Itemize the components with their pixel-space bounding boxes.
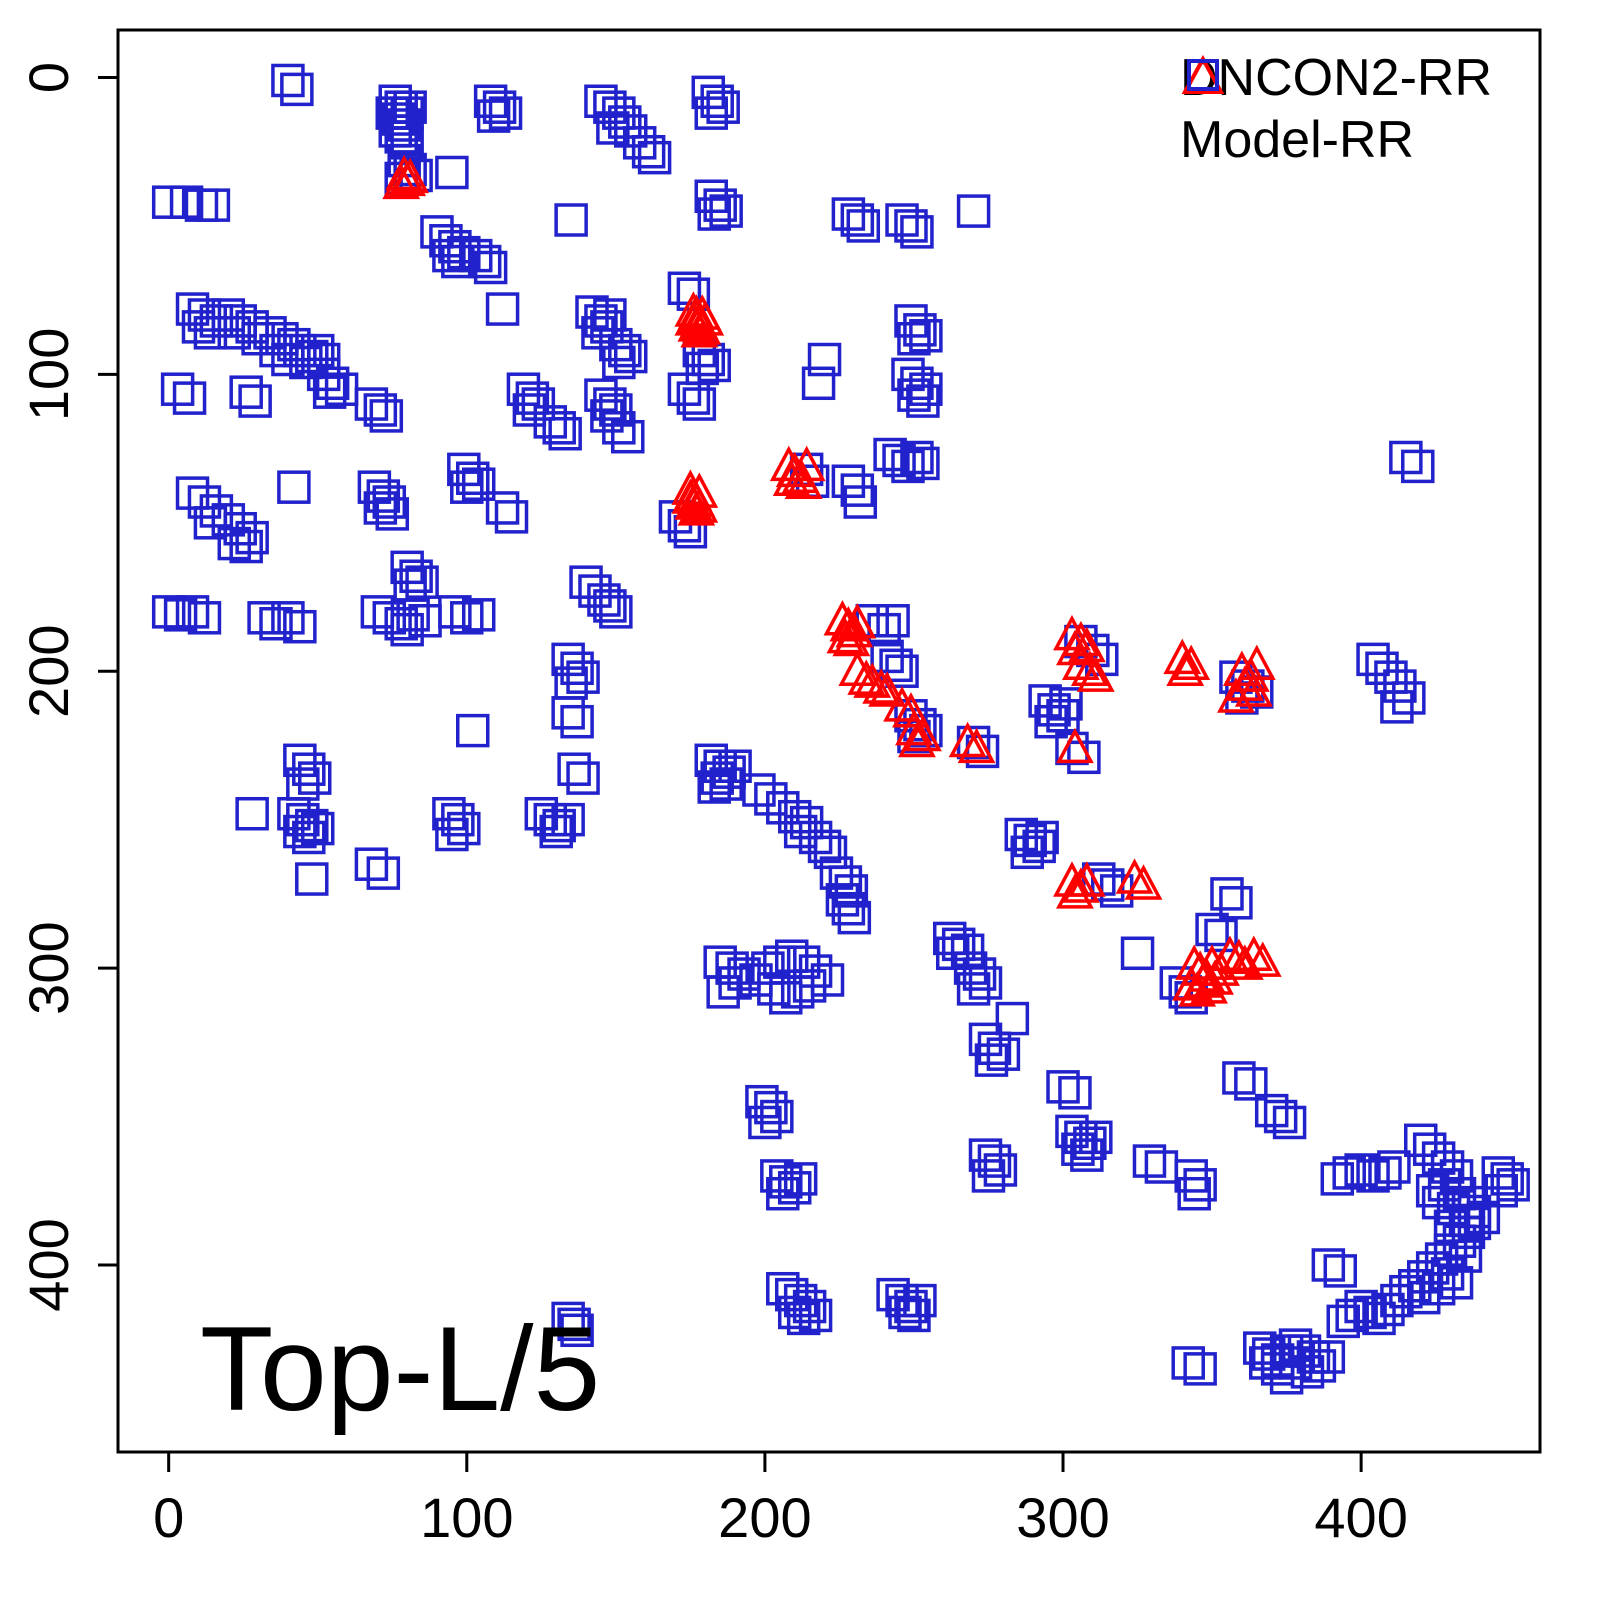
legend-item-model: Model-RR [1180,59,1492,169]
svg-text:400: 400 [17,1218,80,1311]
plot-border [116,28,1542,1454]
legend-item-dncon2: DNCON2-RR [1180,52,1492,104]
svg-text:0: 0 [17,62,80,93]
svg-text:0: 0 [153,1486,184,1549]
y-axis: 0 100 200 300 400 [17,62,118,1312]
svg-text:100: 100 [17,328,80,421]
legend-label-dncon2: DNCON2-RR [1180,49,1492,107]
svg-text:400: 400 [1314,1486,1407,1549]
svg-text:300: 300 [17,921,80,1014]
svg-text:100: 100 [420,1486,513,1549]
svg-text:200: 200 [718,1486,811,1549]
x-axis: 0 100 200 300 400 [153,1452,1408,1549]
triangle-icon [1181,54,1225,94]
svg-text:300: 300 [1016,1486,1109,1549]
square-icon [1187,59,1219,91]
plot-annotation-top-l5: Top-L/5 [200,1302,601,1436]
series-DNCON2-RR [382,154,1282,1007]
series-Model-RR [151,63,1530,1395]
plot-legend: DNCON2-RR Model-RR [1180,52,1492,166]
legend-label-model: Model-RR [1180,111,1415,169]
svg-text:200: 200 [17,625,80,718]
